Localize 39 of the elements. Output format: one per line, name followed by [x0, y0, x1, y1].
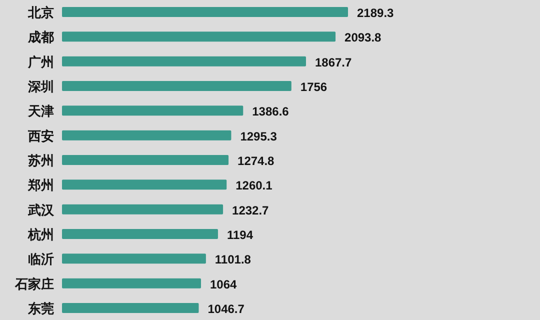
- data-label: 1194: [226, 228, 254, 242]
- data-label: 2093.8: [344, 30, 382, 45]
- y-tick-label: 东莞: [27, 301, 54, 317]
- data-label: 1295.3: [240, 129, 278, 144]
- y-tick-label: 北京: [27, 5, 54, 21]
- y-tick-label: 西安: [27, 128, 54, 144]
- y-tick-label: 临沂: [28, 252, 54, 268]
- bar: [62, 278, 201, 288]
- y-tick-label: 深圳: [27, 80, 54, 95]
- data-label: 1232.7: [232, 203, 270, 218]
- y-tick-label: 广州: [27, 54, 54, 70]
- bar: [62, 204, 224, 214]
- data-label: 1386.6: [252, 104, 290, 119]
- data-label: 1064: [210, 277, 238, 292]
- bar: [62, 32, 336, 42]
- y-tick-label: 武汉: [27, 203, 55, 218]
- y-tick-label: 成都: [27, 30, 54, 46]
- y-tick-label: 郑州: [27, 178, 54, 194]
- data-label: 2189.3: [357, 6, 394, 20]
- data-label: 1274.8: [238, 154, 275, 168]
- bar: [62, 106, 244, 116]
- data-label: 1046.7: [208, 302, 245, 316]
- bar: [62, 229, 218, 239]
- data-label: 1756: [300, 80, 328, 94]
- bar: [62, 130, 232, 140]
- bar: [62, 81, 292, 91]
- y-tick-label: 苏州: [27, 154, 54, 169]
- y-tick-label: 杭州: [27, 227, 54, 243]
- bar: [62, 155, 229, 165]
- bar: [62, 180, 227, 190]
- bar: [62, 7, 348, 17]
- data-label: 1260.1: [236, 178, 273, 193]
- y-tick-label: 石家庄: [14, 276, 54, 292]
- bar: [62, 254, 206, 264]
- data-label: 1101.8: [214, 252, 252, 267]
- y-tick-label: 天津: [27, 104, 54, 120]
- bar: [62, 303, 199, 313]
- bar: [62, 56, 306, 66]
- data-label: 1867.7: [314, 55, 352, 70]
